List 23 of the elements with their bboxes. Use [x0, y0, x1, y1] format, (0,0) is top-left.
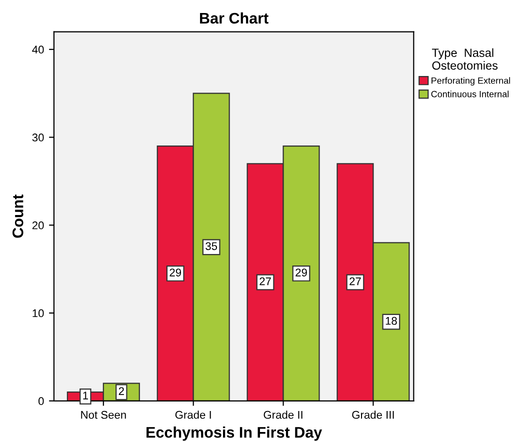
y-axis-title: Count	[12, 194, 24, 238]
x-axis-title: Ecchymosis In First Day	[146, 426, 322, 441]
legend-label: Perforating External	[432, 77, 510, 86]
y-tick-label: 30	[32, 134, 44, 142]
data-label: 18	[386, 316, 397, 325]
y-tick-label: 0	[38, 397, 44, 406]
x-tick-label: Grade III	[352, 410, 394, 419]
data-label: 27	[350, 277, 361, 286]
x-tick-label: Grade II	[264, 410, 302, 419]
data-label: 29	[170, 268, 182, 276]
y-tick-label: 20	[32, 221, 44, 230]
data-label: 35	[206, 242, 218, 250]
data-label: 27	[260, 277, 271, 286]
data-label: 2	[118, 387, 124, 395]
legend-label: Continuous Internal	[431, 90, 509, 98]
x-tick-label: Not Seen	[81, 410, 126, 419]
chart-title: Bar Chart	[200, 12, 268, 24]
legend-title: Type Nasal Osteotomies	[432, 48, 498, 70]
y-tick-label: 40	[32, 46, 44, 54]
x-tick-label: Grade I	[175, 410, 211, 419]
data-label: 29	[296, 268, 307, 276]
data-label: 1	[83, 392, 88, 400]
y-tick-label: 10	[32, 309, 44, 318]
